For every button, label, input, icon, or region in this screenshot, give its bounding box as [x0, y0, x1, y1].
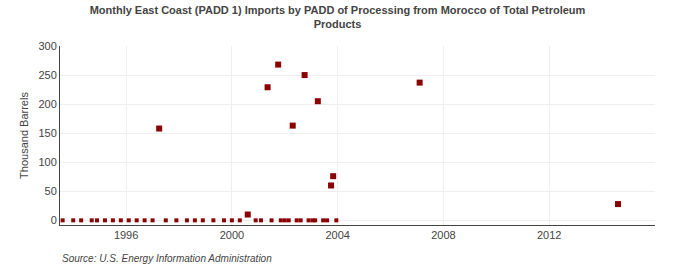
svg-text:200: 200 — [38, 98, 56, 110]
svg-text:1996: 1996 — [114, 229, 138, 241]
svg-text:Monthly East Coast (PADD 1) Im: Monthly East Coast (PADD 1) Imports by P… — [90, 4, 586, 30]
svg-text:0: 0 — [51, 214, 57, 226]
svg-text:2000: 2000 — [220, 229, 244, 241]
svg-text:Thousand Barrels: Thousand Barrels — [18, 92, 30, 179]
svg-text:2008: 2008 — [431, 229, 455, 241]
svg-text:250: 250 — [38, 69, 56, 81]
svg-text:150: 150 — [38, 127, 56, 139]
svg-text:2012: 2012 — [537, 229, 561, 241]
svg-text:2004: 2004 — [325, 229, 349, 241]
svg-text:50: 50 — [45, 185, 57, 197]
svg-text:100: 100 — [38, 156, 56, 168]
svg-text:300: 300 — [38, 40, 56, 52]
svg-text:Source: U.S. Energy Informatio: Source: U.S. Energy Information Administ… — [62, 253, 272, 264]
